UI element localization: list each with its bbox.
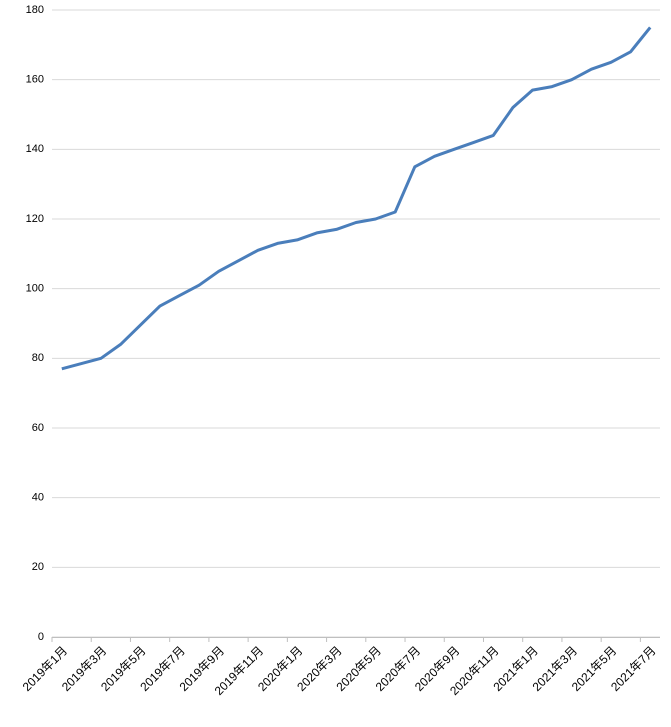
- y-tick-label: 80: [32, 352, 44, 364]
- y-tick-label: 60: [32, 422, 44, 434]
- line: [61, 26, 652, 371]
- y-tick-label: 20: [32, 561, 44, 573]
- y-tick-label: 120: [26, 213, 44, 225]
- y-tick-label: 100: [26, 283, 44, 295]
- y-tick-label: 40: [32, 492, 44, 504]
- y-tick-label: 0: [38, 631, 44, 643]
- y-tick-label: 160: [26, 74, 44, 86]
- y-tick-label: 180: [26, 4, 44, 16]
- y-tick-label: 140: [26, 143, 44, 155]
